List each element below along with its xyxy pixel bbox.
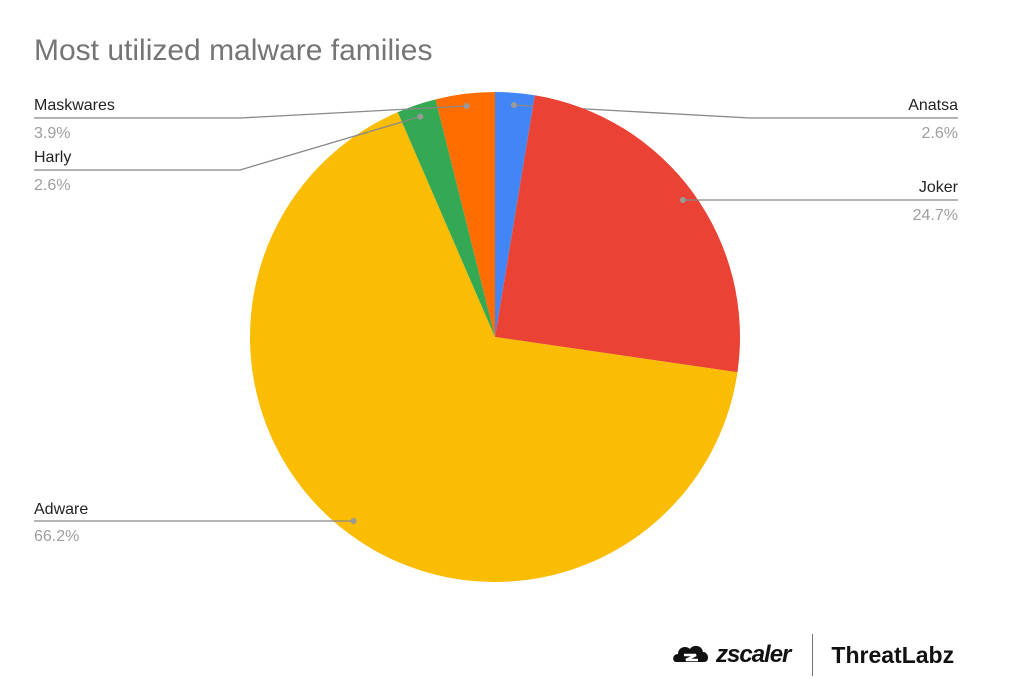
leader-dot-joker bbox=[679, 197, 686, 203]
slice-label-adware: Adware bbox=[34, 501, 88, 518]
leader-dot-anatsa bbox=[510, 102, 517, 109]
leader-dot-maskwares bbox=[463, 102, 470, 109]
slice-percent-maskwares: 3.9% bbox=[34, 125, 70, 142]
pie-slice-adware bbox=[249, 112, 738, 582]
pie-slice-joker bbox=[495, 95, 741, 373]
leader-line-anatsa bbox=[513, 104, 958, 119]
leader-dot-harly bbox=[417, 113, 424, 120]
pie-slice-harly bbox=[397, 99, 495, 337]
chart-title: Most utilized malware families bbox=[34, 34, 433, 67]
zscaler-cloud-icon bbox=[673, 645, 709, 662]
slice-percent-adware: 66.2% bbox=[34, 528, 79, 545]
slice-percent-joker: 24.7% bbox=[913, 207, 958, 224]
slice-label-harly: Harly bbox=[34, 149, 71, 166]
slice-label-joker: Joker bbox=[919, 179, 959, 196]
brand-logos: zscaler ThreatLabz bbox=[672, 634, 954, 676]
leader-line-maskwares bbox=[34, 105, 467, 119]
zscaler-logo: zscaler bbox=[716, 641, 791, 668]
slice-label-maskwares: Maskwares bbox=[34, 97, 115, 114]
pie-slice-maskwares bbox=[435, 92, 495, 337]
leader-dot-adware bbox=[350, 518, 357, 524]
threatlabz-logo: ThreatLabz bbox=[831, 641, 955, 668]
leader-line-harly bbox=[34, 115, 421, 171]
slice-label-anatsa: Anatsa bbox=[908, 97, 958, 114]
slice-percent-anatsa: 2.6% bbox=[922, 125, 958, 142]
logo-divider bbox=[812, 634, 814, 676]
slice-percent-harly: 2.6% bbox=[34, 177, 70, 194]
pie-slice-anatsa bbox=[495, 92, 535, 337]
